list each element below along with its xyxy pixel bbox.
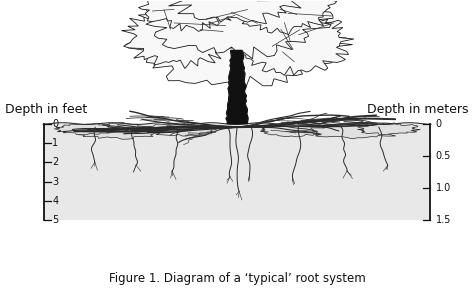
Text: 0: 0 (436, 118, 442, 128)
Polygon shape (231, 0, 337, 35)
Polygon shape (235, 8, 354, 75)
Text: 5: 5 (52, 215, 58, 225)
Text: 0.5: 0.5 (436, 151, 451, 161)
Polygon shape (260, 123, 329, 137)
Text: 0: 0 (52, 118, 58, 128)
Polygon shape (126, 1, 353, 88)
Text: 1: 1 (52, 138, 58, 148)
Polygon shape (54, 123, 116, 135)
Polygon shape (310, 124, 403, 139)
Text: 1.0: 1.0 (436, 183, 451, 193)
Polygon shape (137, 0, 243, 31)
Polygon shape (226, 51, 248, 123)
Polygon shape (161, 0, 310, 24)
Text: Figure 1. Diagram of a ‘typical’ root system: Figure 1. Diagram of a ‘typical’ root sy… (109, 272, 365, 285)
Polygon shape (357, 123, 420, 135)
Text: 3: 3 (52, 176, 58, 186)
FancyBboxPatch shape (43, 123, 431, 220)
Polygon shape (73, 122, 166, 139)
Polygon shape (138, 0, 333, 59)
Text: Depth in feet: Depth in feet (5, 103, 88, 116)
Polygon shape (121, 1, 237, 69)
Text: 4: 4 (52, 196, 58, 206)
Text: 2: 2 (52, 157, 58, 167)
Text: Depth in meters: Depth in meters (367, 103, 469, 116)
Polygon shape (145, 123, 218, 136)
Text: 1.5: 1.5 (436, 215, 451, 225)
